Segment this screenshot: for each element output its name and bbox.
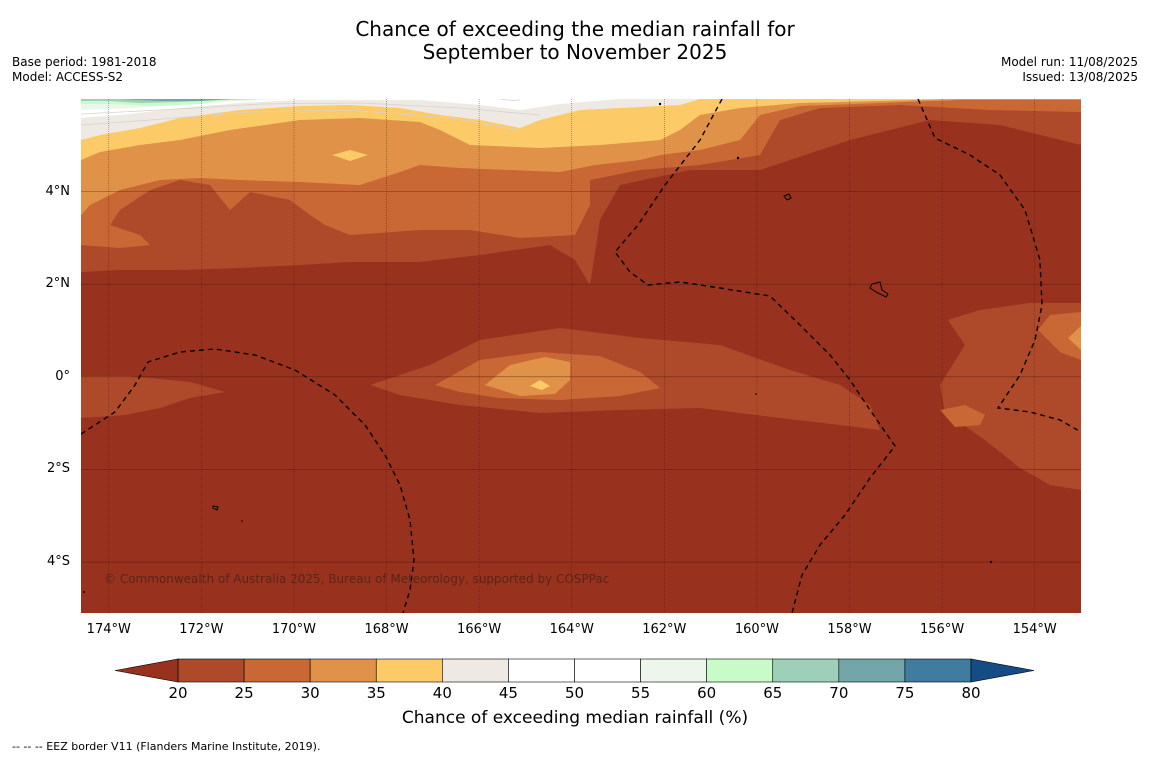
- copyright-note: © Commonwealth of Australia 2025, Bureau…: [104, 572, 609, 586]
- colorbar-tick-label: 40: [432, 684, 452, 702]
- colorbar-swatch: [442, 658, 509, 683]
- longitude-tick-label: 174°W: [86, 622, 131, 637]
- colorbar-swatch: [243, 658, 311, 683]
- colorbar-swatch: [904, 658, 972, 683]
- colorbar-swatch: [706, 658, 774, 683]
- map-title: Chance of exceeding the median rainfall …: [0, 18, 1150, 64]
- colorbar-under-arrow: [114, 658, 179, 683]
- gridlines: [81, 99, 1081, 613]
- title-line-2: September to November 2025: [422, 40, 728, 64]
- longitude-tick-label: 162°W: [642, 622, 687, 637]
- rainfall-contour-field: © Commonwealth of Australia 2025, Bureau…: [81, 99, 1081, 613]
- colorbar-tick-label: 45: [498, 684, 518, 702]
- colorbar-tick-label: 25: [234, 684, 254, 702]
- colorbar-tick-label: 65: [763, 684, 783, 702]
- longitude-tick-label: 154°W: [1012, 622, 1057, 637]
- colorbar-tick-label: 75: [895, 684, 915, 702]
- contour-band-35-40: [81, 99, 1081, 160]
- colorbar-swatch: [508, 658, 575, 683]
- eez-footnote: -- -- -- EEZ border V11 (Flanders Marine…: [12, 740, 321, 753]
- contour-band-25-30-southeast: [940, 405, 985, 427]
- colorbar-tick-label: 60: [697, 684, 717, 702]
- colorbar-swatch: [375, 658, 443, 683]
- eez-border: [917, 99, 1081, 433]
- title-line-1: Chance of exceeding the median rainfall …: [355, 17, 795, 41]
- contour-line: [81, 109, 521, 131]
- contour-band-35-40-pocket: [332, 150, 368, 161]
- island: [989, 560, 993, 564]
- colorbar-tick-label: 50: [564, 684, 585, 702]
- island: [83, 591, 85, 593]
- contour-line: [81, 102, 541, 116]
- colorbar-swatch: [309, 658, 377, 683]
- longitude-tick-label: 170°W: [271, 622, 317, 637]
- colorbar-tick-label: 30: [300, 684, 320, 702]
- colorbar-tick-label: 35: [366, 684, 386, 702]
- contour-band-35-40-equator: [530, 380, 550, 390]
- colorbar-swatch: [574, 658, 641, 683]
- longitude-tick-label: 160°W: [734, 622, 779, 637]
- longitude-tick-label: 168°W: [364, 622, 409, 637]
- contour-band-20-25-west: [81, 376, 225, 418]
- colorbar-tick-label: 20: [168, 684, 188, 702]
- colorbar-over-arrow: [970, 658, 1035, 683]
- meta-right: Model run: 11/08/2025 Issued: 13/08/2025: [1001, 55, 1138, 85]
- colorbar-swatch: [640, 658, 707, 683]
- island: [241, 520, 243, 522]
- model-run: Model run: 11/08/2025: [1000, 55, 1138, 69]
- colorbar-label: Chance of exceeding median rainfall (%): [401, 708, 749, 728]
- colorbar-swatch: [772, 658, 840, 683]
- colorbar-tick-label: 55: [631, 684, 651, 702]
- colorbar-tick-label: 80: [961, 684, 981, 702]
- longitude-tick-label: 156°W: [920, 622, 965, 637]
- longitude-tick-label: 172°W: [179, 622, 224, 637]
- island: [736, 156, 740, 160]
- longitude-tick-label: 164°W: [549, 622, 594, 637]
- longitude-tick-label: 158°W: [827, 622, 872, 637]
- island: [783, 193, 792, 201]
- contour-band-40-45: [81, 99, 700, 140]
- meta-left: Base period: 1981-2018 Model: ACCESS-S2: [12, 55, 157, 85]
- island: [869, 281, 889, 298]
- colorbar-swatch: [838, 658, 906, 683]
- island: [658, 102, 662, 106]
- eez-border: [81, 348, 415, 613]
- latitude-tick-label: 0°: [55, 368, 70, 384]
- colorbar: [114, 658, 1035, 683]
- colorbar-swatch: [177, 658, 245, 683]
- contour-band-30-35-pocket: [230, 125, 420, 175]
- longitude-tick-label: 166°W: [457, 622, 502, 637]
- contour-band-70-75: [120, 99, 230, 101]
- latitude-tick-label: 4°S: [46, 554, 70, 570]
- latitude-tick-label: 2°S: [46, 461, 70, 477]
- contour-band-25-30-east: [1038, 312, 1081, 360]
- colorbar-tick-label: 70: [829, 684, 849, 702]
- model-name: Model: ACCESS-S2: [12, 70, 124, 84]
- island: [755, 393, 757, 395]
- base-period: Base period: 1981-2018: [12, 55, 157, 69]
- latitude-tick-label: 2°N: [45, 276, 71, 292]
- eez-border: [614, 99, 896, 613]
- contour-band-45-55: [81, 99, 620, 118]
- contour-line: [499, 99, 521, 101]
- contour-band-20-25-east: [940, 303, 1081, 490]
- contour-band-30-35-east: [1068, 326, 1081, 350]
- issued-date: Issued: 13/08/2025: [1022, 70, 1138, 84]
- island: [212, 505, 219, 511]
- latitude-tick-label: 4°N: [45, 183, 71, 199]
